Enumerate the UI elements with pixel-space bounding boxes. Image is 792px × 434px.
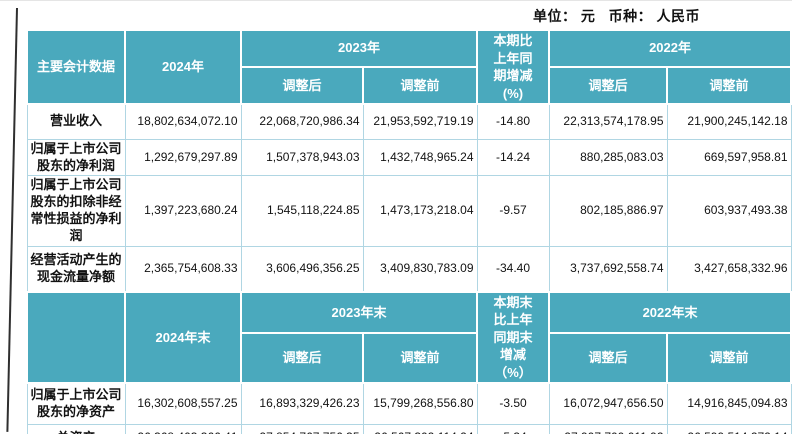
- scan-edge-line: [6, 7, 18, 432]
- value-2024: 18,802,634,072.10: [124, 103, 242, 140]
- row-operating-cash-flow: 经营活动产生的现金流量净额 2,365,754,608.33 3,606,496…: [26, 246, 792, 293]
- row-label: 归属于上市公司股东的净利润: [26, 138, 126, 177]
- header-yearend-change-pct: 本期末 比上年 同期末 增减 （%）: [476, 290, 551, 385]
- value-2022-adjusted: 16,072,947,656.50: [548, 382, 668, 425]
- value-2023-original: 26,567,302,114.24: [362, 423, 478, 434]
- value-2023-adjusted: 1,507,378,943.03: [240, 138, 364, 177]
- value-2023-original: 3,409,830,783.09: [362, 246, 478, 293]
- section1-header-row-top: 主要会计数据 2024年 2023年 本期比 上年同 期增减 (%) 2022年: [26, 28, 792, 106]
- value-2023-original: 15,799,268,556.80: [362, 382, 478, 425]
- section2-header-row-top: 2024年末 2023年末 本期末 比上年 同期末 增减 （%） 2022年末: [26, 290, 792, 385]
- header-year-end-2023: 2023年末: [239, 290, 479, 335]
- header-2022end-adjusted-after: 调整后: [548, 332, 669, 385]
- value-change-pct: -14.24: [476, 138, 550, 177]
- value-2022-adjusted: 3,737,692,558.74: [548, 246, 668, 293]
- header-year-2023: 2023年: [239, 29, 479, 68]
- value-2022-adjusted: 802,185,886.97: [548, 175, 668, 248]
- value-2024: 16,302,608,557.25: [124, 382, 242, 425]
- row-operating-revenue: 营业收入 18,802,634,072.10 22,068,720,986.34…: [26, 103, 792, 140]
- value-2023-original: 1,432,748,965.24: [362, 138, 478, 177]
- value-2023-adjusted: 3,606,496,356.25: [240, 246, 364, 293]
- financial-summary-table: 主要会计数据 2024年 2023年 本期比 上年同 期增减 (%) 2022年…: [26, 28, 792, 434]
- row-label: 经营活动产生的现金流量净额: [26, 246, 126, 293]
- header-main-label: 主要会计数据: [26, 28, 126, 106]
- value-2023-adjusted: 1,545,118,224.85: [240, 175, 364, 248]
- header-change-pct: 本期比 上年同 期增减 (%): [476, 28, 551, 106]
- header-year-end-2022: 2022年末: [548, 290, 792, 335]
- value-2022-adjusted: 22,313,574,178.95: [548, 103, 668, 140]
- value-2022-adjusted: 880,285,083.03: [548, 138, 668, 177]
- section1-header-row-sub: 调整后 调整前 调整后 调整前: [27, 65, 792, 106]
- header-2022-adjusted-after: 调整后: [548, 65, 669, 106]
- value-2022-original: 26,599,514,272.14: [666, 423, 792, 434]
- row-label: 归属于上市公司股东的扣除非经常性损益的净利润: [26, 175, 126, 248]
- value-2022-original: 669,597,958.81: [666, 138, 792, 177]
- value-2024: 1,292,679,297.89: [124, 138, 242, 177]
- row-label: 归属于上市公司股东的净资产: [26, 382, 126, 425]
- row-label: 营业收入: [26, 103, 126, 140]
- value-change-pct: -3.50: [476, 382, 550, 425]
- header-empty-label: [26, 290, 126, 385]
- value-change-pct: -34.40: [476, 246, 550, 293]
- header-year-2022: 2022年: [548, 29, 792, 68]
- value-2022-original: 603,937,493.38: [666, 175, 792, 248]
- row-net-assets-attributable: 归属于上市公司股东的净资产 16,302,608,557.25 16,893,3…: [26, 382, 792, 425]
- value-2023-original: 21,953,592,719.19: [362, 103, 478, 140]
- value-2023-adjusted: 22,068,720,986.34: [240, 103, 364, 140]
- value-2024: 2,365,754,608.33: [124, 246, 242, 293]
- value-2022-original: 3,427,658,332.96: [666, 246, 792, 293]
- header-2023end-adjusted-before: 调整前: [361, 332, 479, 385]
- unit-currency-note: 单位： 元 币种： 人民币: [533, 8, 700, 24]
- row-total-assets: 总资产 26,368,403,366.41 27,854,767,756.35 …: [26, 423, 792, 434]
- row-net-profit-attributable: 归属于上市公司股东的净利润 1,292,679,297.89 1,507,378…: [26, 138, 792, 177]
- value-2023-adjusted: 16,893,329,426.23: [240, 382, 364, 425]
- value-2022-original: 21,900,245,142.18: [666, 103, 792, 140]
- value-change-pct: -14.80: [476, 103, 550, 140]
- section2-header-row-sub: 调整后 调整前 调整后 调整前: [27, 332, 792, 385]
- value-change-pct: -9.57: [476, 175, 550, 248]
- header-year-end-2024: 2024年末: [124, 290, 242, 385]
- value-2024: 1,397,223,680.24: [124, 175, 242, 248]
- value-2023-original: 1,473,173,218.04: [362, 175, 478, 248]
- header-2023-adjusted-after: 调整后: [240, 65, 364, 106]
- header-2023-adjusted-before: 调整前: [361, 65, 479, 106]
- value-2022-original: 14,916,845,094.83: [666, 382, 792, 425]
- row-net-profit-excl-nonrecurring: 归属于上市公司股东的扣除非经常性损益的净利润 1,397,223,680.24 …: [26, 175, 792, 248]
- header-2022-adjusted-before: 调整前: [666, 65, 792, 106]
- header-year-2024: 2024年: [124, 28, 242, 106]
- header-2022end-adjusted-before: 调整前: [666, 332, 792, 385]
- header-2023end-adjusted-after: 调整后: [240, 332, 364, 385]
